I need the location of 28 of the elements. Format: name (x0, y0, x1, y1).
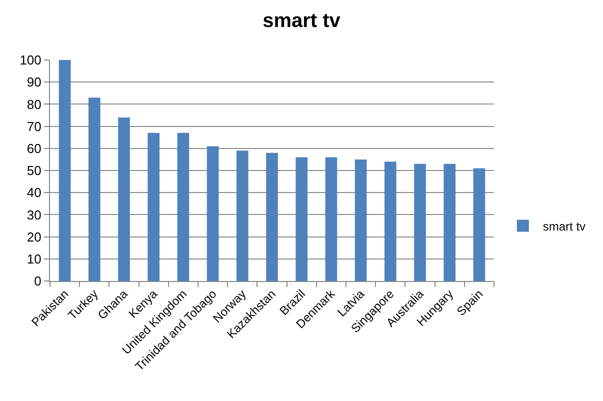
y-tick-label: 10 (26, 251, 42, 266)
bar (473, 168, 486, 281)
chart-title: smart tv (262, 10, 342, 32)
bar (148, 132, 160, 281)
bar (118, 117, 130, 281)
legend-label: smart tv (542, 219, 586, 234)
y-tick-label: 30 (26, 207, 42, 222)
y-tick-label: 60 (26, 140, 42, 156)
y-tick-label: 40 (26, 185, 42, 200)
bar (296, 157, 308, 281)
y-tick-label: 20 (26, 229, 42, 244)
bar (236, 150, 248, 281)
y-tick-label: 0 (34, 274, 42, 289)
bar (206, 146, 219, 281)
bar (177, 132, 190, 281)
bar (384, 162, 396, 281)
bar (354, 159, 367, 281)
bar (58, 60, 71, 281)
bar (325, 157, 338, 281)
bar (88, 98, 100, 281)
y-tick-label: 70 (26, 118, 42, 134)
y-tick-label: 50 (26, 163, 42, 178)
y-tick-label: 100 (20, 52, 42, 68)
bar (414, 164, 426, 281)
y-tick-label: 80 (26, 96, 42, 112)
y-tick-label: 90 (26, 74, 42, 90)
bar (444, 164, 456, 281)
bar (266, 152, 278, 281)
